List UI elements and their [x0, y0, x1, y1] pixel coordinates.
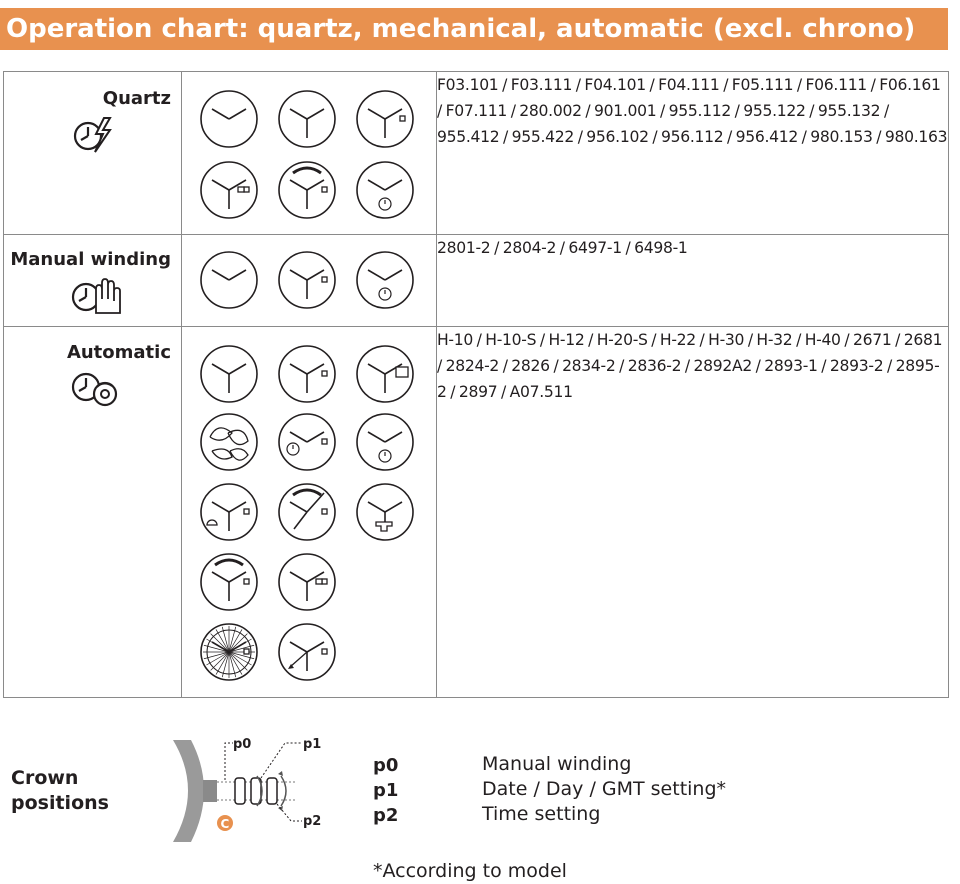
watch-dial-icon [200, 161, 258, 219]
quartz-clock-lightning-icon [73, 117, 112, 153]
crown-label-line1: Crown [11, 767, 79, 789]
category-label-manual: Manual winding [10, 249, 171, 270]
footnote: *According to model [373, 860, 567, 882]
rotation-arrow-icon [280, 775, 287, 807]
crown-position-p2-shape [266, 777, 278, 805]
crown-stem [203, 780, 217, 802]
watch-dial-icon [278, 483, 336, 541]
position-code-p2: p2 [373, 805, 399, 826]
diagram-label-p2: p2 [303, 814, 321, 829]
watch-dial-icon [356, 345, 414, 403]
category-cell-manual: Manual winding [3, 234, 182, 327]
watch-dial-icon [200, 483, 258, 541]
category-cell-automatic: Automatic [3, 326, 182, 698]
crown-position-p1-shape [250, 777, 262, 805]
diagram-label-p1: p1 [303, 737, 321, 752]
references-automatic: H-10 / H-10-S / H-12 / H-20-S / H-22 / H… [436, 326, 949, 698]
watch-dial-icon [200, 90, 258, 148]
watch-dial-icon [356, 483, 414, 541]
watch-dial-icon [200, 623, 258, 681]
watch-dial-icon [200, 345, 258, 403]
category-label-automatic: Automatic [66, 342, 171, 363]
category-cell-quartz: Quartz [3, 71, 182, 235]
watch-dial-icon [278, 345, 336, 403]
position-code-p1: p1 [373, 780, 399, 801]
watch-dial-icon [200, 251, 258, 309]
crown-diagram: p0 p1 p2 C [173, 737, 321, 842]
crown-positions-label: Crown positions [11, 766, 109, 816]
automatic-clock-rotor-icon [71, 372, 118, 407]
dials-cell-quartz [181, 71, 437, 235]
row-quartz: Quartz F03.101 / F03.111 / F04.101 / F04… [3, 71, 949, 235]
category-label-quartz: Quartz [102, 88, 171, 109]
watch-dial-icon [356, 90, 414, 148]
operation-chart-table: Quartz F03.101 / F03.111 / F04.101 / F04… [3, 71, 949, 698]
watch-dial-icon [200, 553, 258, 611]
crown-marker-letter: C [221, 817, 230, 831]
watch-dial-icon [278, 90, 336, 148]
watch-dial-icon [278, 413, 336, 471]
watch-dial-icon [278, 161, 336, 219]
watch-dial-icon [356, 161, 414, 219]
row-manual-winding: Manual winding 2801-2 / 2804-2 / 6497-1 … [3, 234, 949, 327]
page-title: Operation chart: quartz, mechanical, aut… [6, 14, 916, 44]
watch-dial-icon [278, 251, 336, 309]
crown-marker-icon [217, 815, 233, 831]
references-quartz: F03.101 / F03.111 / F04.101 / F04.111 / … [436, 71, 949, 235]
watch-dial-icon [278, 553, 336, 611]
dials-cell-automatic [181, 326, 437, 698]
row-automatic: Automatic H-10 / H-10-S / H-12 / H-20-S … [3, 326, 949, 698]
title-bar: Operation chart: quartz, mechanical, aut… [0, 8, 948, 50]
watch-dial-icon [356, 413, 414, 471]
dials-cell-manual [181, 234, 437, 327]
references-manual: 2801-2 / 2804-2 / 6497-1 / 6498-1 [436, 234, 949, 327]
case-edge-shape [173, 740, 204, 842]
crown-position-p0-shape [234, 777, 246, 805]
position-desc-p1: Date / Day / GMT setting* [482, 778, 727, 800]
position-code-p0: p0 [373, 755, 399, 776]
position-desc-p0: Manual winding [482, 753, 632, 775]
watch-dial-icon [356, 251, 414, 309]
crown-label-line2: positions [11, 792, 109, 814]
position-desc-p2: Time setting [482, 803, 601, 825]
diagram-label-p0: p0 [233, 737, 251, 752]
manual-winding-clock-hand-icon [71, 278, 121, 314]
watch-dial-icon [278, 623, 336, 681]
watch-dial-icon [200, 413, 258, 471]
